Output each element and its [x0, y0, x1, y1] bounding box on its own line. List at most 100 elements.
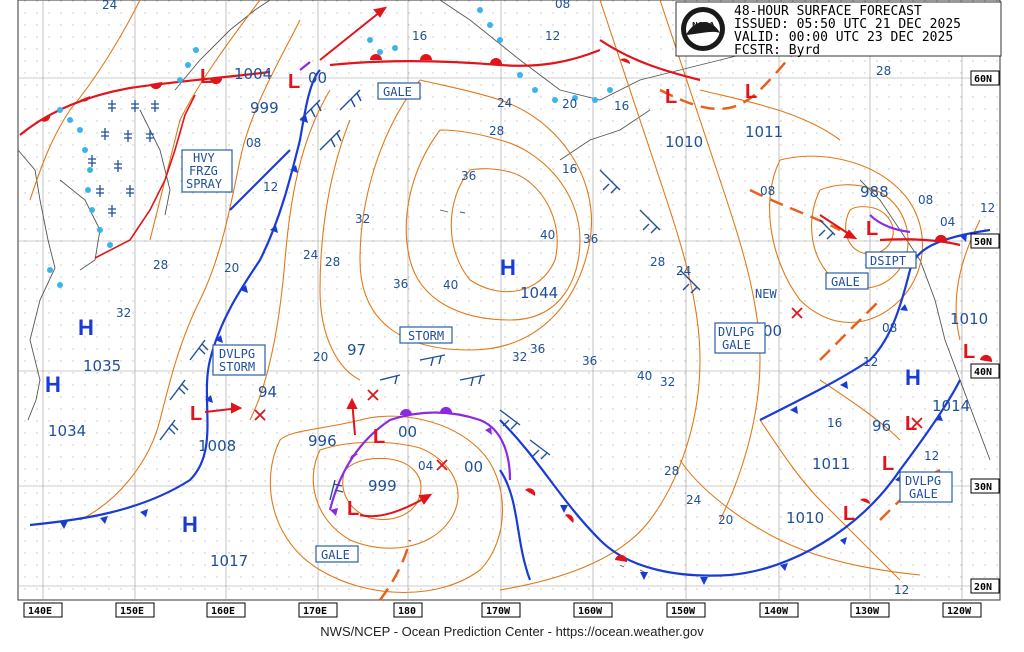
- isobar-label: 20: [718, 513, 733, 527]
- movement-arrows: [204, 6, 858, 518]
- isobar-label: 32: [660, 375, 675, 389]
- low-center: L: [190, 403, 202, 425]
- longitude-label: 180: [398, 606, 416, 617]
- pressure-value: 1014: [932, 397, 970, 415]
- warning-line: DSIPT: [870, 254, 906, 268]
- warning-line: SPRAY: [186, 177, 223, 191]
- high-center: H: [45, 372, 61, 397]
- isobar-label: 16: [827, 416, 842, 430]
- isobar-label: 08: [246, 136, 261, 150]
- valid-time: VALID: 00:00 UTC 23 DEC 2025: [734, 30, 953, 45]
- longitude-label: 130W: [855, 606, 880, 617]
- latitude-labels: 60N 50N 40N 30N 20N: [970, 70, 1000, 594]
- longitude-label: 150W: [671, 606, 696, 617]
- pressure-value: 1035: [83, 357, 121, 375]
- isobar-label: 20: [224, 261, 239, 275]
- pressure-value: 96: [872, 417, 891, 435]
- low-center: L: [745, 81, 757, 103]
- isobar-label: 04: [418, 459, 433, 473]
- pressure-value: 1004: [234, 65, 272, 83]
- isobar-label: 12: [980, 201, 995, 215]
- issued-time: ISSUED: 05:50 UTC 21 DEC 2025: [734, 17, 961, 32]
- pressure-value: 999: [368, 477, 397, 495]
- isobar-label: 24: [497, 96, 512, 110]
- warning-gale-southwest: GALE: [315, 545, 359, 563]
- isobar-label: 16: [614, 99, 629, 113]
- freezing-spray-boundary: [94, 94, 196, 259]
- pressure-value: 988: [860, 183, 889, 201]
- pressure-value: 97: [347, 341, 366, 359]
- pressure-value: 999: [250, 99, 279, 117]
- isobar-label: 12: [924, 449, 939, 463]
- low-centers: L L L L L L L L L L L L L: [190, 33, 975, 525]
- pressure-value: 1010: [665, 133, 703, 151]
- low-center: L: [963, 341, 975, 363]
- high-center: H: [182, 512, 198, 537]
- low-center: L: [347, 498, 359, 520]
- longitude-label: 170E: [303, 606, 327, 617]
- forecast-header: NOAA 48-HOUR SURFACE FORECAST ISSUED: 05…: [675, 1, 1002, 58]
- latitude-label: 20N: [974, 582, 992, 593]
- warning-boxes: GALE HVY FRZG SPRAY DVLPG STORM STORM GA…: [181, 82, 953, 563]
- isobar-label: 36: [393, 277, 408, 291]
- warning-freezing-spray: HVY FRZG SPRAY: [181, 149, 233, 193]
- longitude-label: 140W: [764, 606, 789, 617]
- warning-gale-east: GALE: [825, 272, 869, 290]
- longitude-label: 170W: [486, 606, 511, 617]
- isobars: [29, 0, 981, 594]
- new-low-annotation: NEW: [755, 287, 777, 301]
- warning-dvlpg-storm: DVLPG STORM: [212, 344, 266, 376]
- forecast-title: 48-HOUR SURFACE FORECAST: [734, 4, 922, 19]
- footer-credit: NWS/NCEP - Ocean Prediction Center - htt…: [320, 624, 704, 639]
- longitude-label: 160E: [211, 606, 235, 617]
- high-center: H: [905, 365, 921, 390]
- pressure-value: 996: [308, 432, 337, 450]
- pressure-value: 1034: [48, 422, 86, 440]
- isobar-label: 36: [461, 169, 476, 183]
- sea-ice-edge: [47, 7, 613, 288]
- warning-dvlpg-gale-east: DVLPG GALE: [899, 471, 953, 503]
- warning-storm: STORM: [399, 326, 453, 344]
- isobar-label: 12: [545, 29, 560, 43]
- isobar-label: 36: [583, 232, 598, 246]
- isobar-label: 28: [876, 64, 891, 78]
- isobar-label: 40: [637, 369, 652, 383]
- isobar-label: 12: [263, 180, 278, 194]
- pressure-value: 1008: [198, 437, 236, 455]
- latitude-label: 40N: [974, 367, 992, 378]
- occluded-fronts: [299, 61, 911, 511]
- pressure-value: 1011: [745, 123, 783, 141]
- isobar-label: 20: [562, 97, 577, 111]
- isobar-label: 36: [582, 354, 597, 368]
- isobar-label: 24: [676, 264, 691, 278]
- warm-fronts: [19, 39, 961, 247]
- forecaster: FCSTR: Byrd: [734, 43, 820, 58]
- low-center: L: [843, 503, 855, 525]
- isobar-label: 32: [116, 306, 131, 320]
- pressure-value: 1011: [812, 455, 850, 473]
- isobar-label: 40: [443, 278, 458, 292]
- pressure-value: 1044: [520, 284, 558, 302]
- isobar-label: 28: [325, 255, 340, 269]
- low-center: L: [665, 86, 677, 108]
- pressure-value: 1010: [786, 509, 824, 527]
- isobar-label: 08: [760, 184, 775, 198]
- warning-gale-west: GALE: [377, 82, 421, 100]
- warning-line: DVLPG: [718, 325, 754, 339]
- isobar-label: 08: [555, 0, 570, 11]
- high-center: H: [500, 255, 516, 280]
- warning-line: FRZG: [189, 164, 218, 178]
- isobar-label: 28: [664, 464, 679, 478]
- low-center: L: [866, 218, 878, 240]
- isobar-label: 32: [512, 350, 527, 364]
- isobar-label: 12: [894, 583, 909, 597]
- wind-barbs: [159, 89, 836, 501]
- low-center: L: [288, 71, 300, 93]
- isobar-label: 28: [153, 258, 168, 272]
- isobar-label: 16: [412, 29, 427, 43]
- freezing-spray-symbols: [88, 100, 159, 217]
- longitude-labels: 140E 150E 160E 170E 180 170W 160W 150W 1…: [23, 602, 982, 618]
- low-center: L: [882, 453, 894, 475]
- noaa-logo-text: NOAA: [692, 21, 715, 29]
